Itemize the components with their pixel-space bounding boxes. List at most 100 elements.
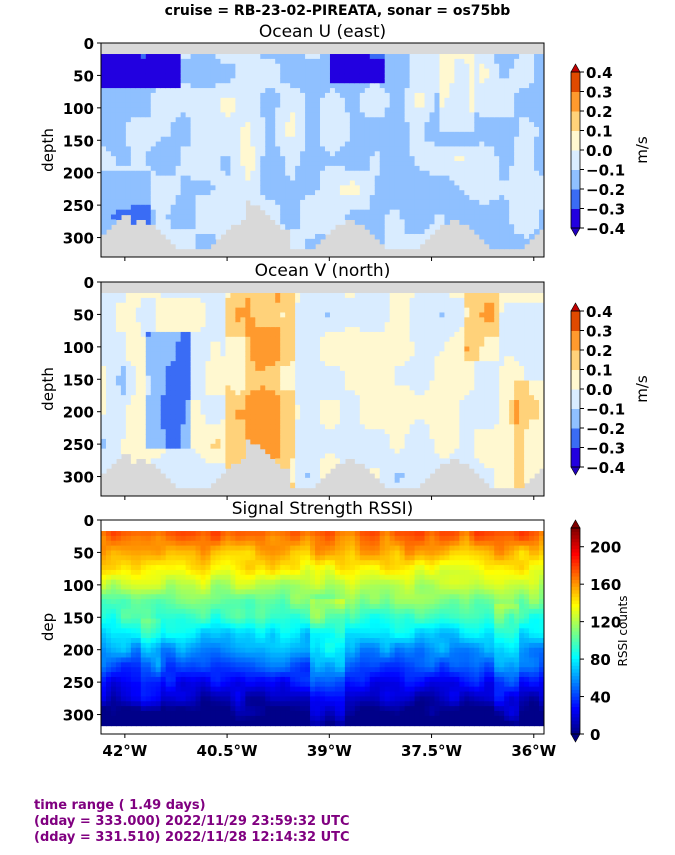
heatmap-cell	[135, 209, 142, 216]
heatmap-cell	[280, 165, 286, 172]
heatmap-cell	[215, 458, 222, 464]
heatmap-cell	[424, 229, 431, 235]
heatmap-cell	[165, 404, 172, 411]
heatmap-cell	[110, 151, 117, 157]
heatmap-cell	[145, 419, 152, 425]
heatmap-cell	[215, 209, 222, 216]
heatmap-cell	[200, 204, 207, 211]
heatmap-cell	[155, 199, 162, 206]
heatmap-cell	[195, 243, 202, 250]
heatmap-cell	[349, 126, 356, 133]
heatmap-cell	[105, 73, 112, 79]
heatmap-cell	[320, 170, 326, 177]
heatmap-cell	[469, 83, 475, 89]
heatmap-cell	[160, 102, 167, 109]
heatmap-cell	[310, 414, 316, 421]
heatmap-cell	[369, 165, 376, 172]
heatmap-cell	[110, 419, 117, 425]
heatmap-cell	[105, 351, 112, 357]
heatmap-cell	[409, 224, 416, 230]
heatmap-cell	[105, 307, 112, 314]
heatmap-cell	[150, 443, 157, 450]
heatmap-cell	[524, 54, 530, 60]
heatmap-cell	[245, 136, 251, 143]
heatmap-cell	[384, 117, 391, 123]
heatmap-cell	[120, 429, 127, 435]
heatmap-cell	[349, 146, 356, 152]
heatmap-cell	[140, 438, 147, 445]
heatmap-cell	[399, 68, 406, 75]
colorbar-segment	[571, 72, 580, 92]
heatmap-cell	[529, 224, 535, 230]
heatmap-cell	[315, 112, 321, 118]
heatmap-cell	[135, 112, 142, 118]
heatmap-cell	[275, 424, 281, 430]
heatmap-cell	[389, 219, 396, 225]
heatmap-cell	[240, 380, 246, 387]
heatmap-cell	[404, 170, 411, 177]
heatmap-cell	[205, 429, 212, 435]
heatmap-cell	[120, 161, 127, 167]
heatmap-cell	[519, 229, 525, 235]
heatmap-cell	[379, 92, 386, 99]
heatmap-cell	[215, 322, 222, 328]
heatmap-cell	[240, 68, 246, 75]
heatmap-cell	[270, 97, 276, 104]
heatmap-cell	[205, 209, 212, 216]
heatmap-cell	[220, 414, 227, 421]
heatmap-cell	[165, 117, 172, 123]
heatmap-cell	[315, 58, 321, 65]
heatmap-cell	[185, 73, 192, 79]
heatmap-cell	[101, 131, 107, 138]
heatmap-cell	[310, 458, 316, 464]
heatmap-cell	[140, 209, 147, 216]
heatmap-cell	[514, 112, 520, 118]
heatmap-cell	[180, 419, 187, 425]
heatmap-cell	[454, 54, 460, 60]
heatmap-cell	[419, 92, 426, 99]
heatmap-cell	[310, 370, 316, 377]
heatmap-cell	[185, 238, 192, 245]
heatmap-cell	[315, 414, 321, 421]
heatmap-cell	[399, 117, 406, 123]
heatmap-cell	[240, 126, 246, 133]
heatmap-cell	[449, 180, 456, 186]
heatmap-cell	[115, 341, 122, 348]
heatmap-cell	[125, 122, 132, 128]
heatmap-cell	[315, 472, 321, 479]
heatmap-cell	[509, 88, 515, 94]
heatmap-cell	[140, 380, 147, 387]
heatmap-cell	[260, 370, 266, 377]
heatmap-cell	[245, 380, 251, 387]
heatmap-cell	[160, 170, 167, 177]
heatmap-cell	[245, 88, 251, 94]
heatmap-cell	[310, 151, 316, 157]
heatmap-cell	[120, 180, 127, 186]
heatmap-cell	[494, 112, 500, 118]
heatmap-cell	[509, 219, 515, 225]
heatmap-cell	[115, 112, 122, 118]
heatmap-cell	[225, 190, 232, 196]
heatmap-cell	[369, 88, 376, 94]
heatmap-cell	[290, 97, 296, 104]
heatmap-cell	[225, 73, 232, 79]
heatmap-cell	[200, 126, 207, 133]
heatmap-cell	[310, 468, 316, 474]
heatmap-cell	[230, 385, 236, 391]
heatmap-cell	[524, 229, 530, 235]
heatmap-cell	[145, 317, 152, 323]
heatmap-cell	[265, 92, 271, 99]
heatmap-cell	[310, 136, 316, 143]
heatmap-cell	[135, 448, 142, 455]
heatmap-cell	[429, 195, 436, 201]
heatmap-cell	[290, 453, 296, 459]
heatmap-cell	[150, 185, 157, 191]
heatmap-cell	[320, 307, 326, 314]
heatmap-cell	[205, 141, 212, 148]
heatmap-cell	[160, 346, 167, 352]
heatmap-cell	[499, 112, 505, 118]
heatmap-cell	[464, 88, 470, 94]
heatmap-cell	[101, 73, 107, 79]
heatmap-cell	[220, 219, 227, 225]
heatmap-cell	[349, 97, 356, 104]
